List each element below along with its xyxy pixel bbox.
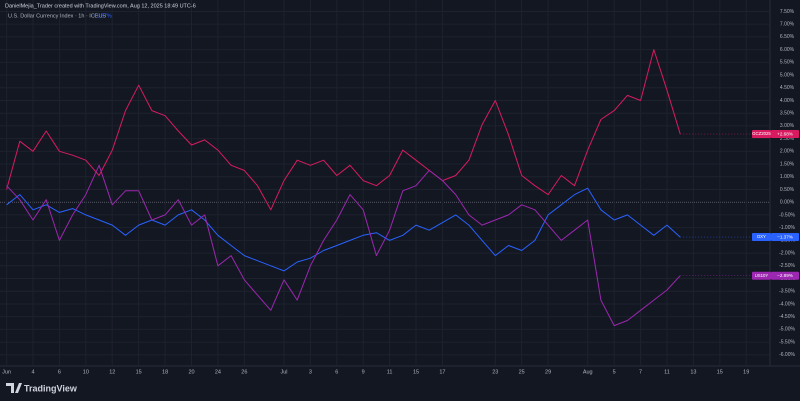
y-tick-label: 5.50% — [780, 60, 795, 66]
x-tick-label: 23 — [492, 369, 498, 375]
x-tick-label: 29 — [545, 369, 551, 375]
logo: TradingView — [6, 383, 78, 393]
y-tick-label: 7.50% — [780, 9, 795, 15]
x-tick-label: 15 — [136, 369, 142, 375]
x-tick-label: 20 — [188, 369, 194, 375]
x-tick-label: Jun — [2, 369, 11, 375]
y-tick-label: 3.50% — [780, 111, 795, 117]
y-tick-label: 0.00% — [780, 200, 795, 206]
series-line — [6, 164, 681, 327]
x-tick-label: 15 — [717, 369, 723, 375]
x-tick-label: 5 — [613, 369, 616, 375]
value-pill — [771, 271, 799, 280]
x-tick-label: 3 — [309, 369, 312, 375]
x-tick-label: Jul — [280, 369, 287, 375]
y-tick-label: -3.50% — [779, 289, 795, 295]
y-tick-label: 0.50% — [780, 187, 795, 193]
x-tick-label: 17 — [439, 369, 445, 375]
value-pill — [771, 233, 799, 242]
y-tick-label: -5.50% — [779, 339, 795, 345]
name-pill — [752, 271, 771, 280]
y-tick-label: -5.00% — [779, 327, 795, 333]
y-tick-label: 4.50% — [780, 85, 795, 91]
x-tick-label: 18 — [162, 369, 168, 375]
series-line — [6, 187, 681, 272]
y-tick-label: 5.00% — [780, 72, 795, 78]
y-tick-label: -0.50% — [779, 212, 795, 218]
x-tick-label: 9 — [362, 369, 365, 375]
value-pill — [771, 130, 799, 139]
x-tick-label: 7 — [639, 369, 642, 375]
y-tick-label: -4.50% — [779, 314, 795, 320]
chart-subtitle: U.S. Dollar Currency Index · 1h · ICEUS — [8, 13, 106, 19]
y-tick-label: -2.00% — [779, 250, 795, 256]
series-name: US10Y — [755, 273, 769, 278]
y-tick-label: -2.50% — [779, 263, 795, 269]
y-tick-label: 2.50% — [780, 136, 795, 142]
x-tick-label: 25 — [519, 369, 525, 375]
x-tick-label: 6 — [335, 369, 338, 375]
x-tick-label: 10 — [83, 369, 89, 375]
series-end-label: +2.68% — [777, 131, 793, 136]
y-tick-label: 7.00% — [780, 21, 795, 27]
x-tick-label: 6 — [58, 369, 61, 375]
plot-area — [0, 0, 770, 365]
x-tick-label: 19 — [743, 369, 749, 375]
name-pill — [752, 130, 771, 139]
x-tick-label: 4 — [31, 369, 34, 375]
y-tick-label: 1.00% — [780, 174, 795, 180]
y-tick-label: -1.00% — [779, 225, 795, 231]
series-end-label: −2.89% — [777, 273, 793, 278]
x-tick-label: 12 — [109, 369, 115, 375]
y-tick-label: 1.50% — [780, 161, 795, 167]
y-tick-label: 4.00% — [780, 98, 795, 104]
series-line — [6, 49, 681, 211]
name-pill — [752, 233, 771, 242]
x-tick-label: 15 — [413, 369, 419, 375]
series-end-label: −1.37% — [777, 234, 793, 239]
logo-icon — [6, 383, 22, 393]
y-tick-label: -6.00% — [779, 352, 795, 358]
y-tick-label: 6.00% — [780, 47, 795, 53]
series-name: DXY — [757, 234, 766, 239]
series-name: GCZ2025 — [752, 131, 771, 136]
x-tick-label: 26 — [241, 369, 247, 375]
x-tick-label: 11 — [387, 369, 393, 375]
x-tick-label: Aug — [583, 369, 593, 375]
y-tick-label: 3.00% — [780, 123, 795, 129]
x-tick-label: 24 — [215, 369, 221, 375]
y-tick-label: 6.50% — [780, 34, 795, 40]
watermark: TradingView — [24, 383, 78, 393]
chart-title: DanielMejia_Trader created with TradingV… — [5, 3, 196, 9]
subtitle-change: −1.37% — [93, 13, 112, 19]
x-tick-label: 13 — [690, 369, 696, 375]
y-tick-label: 2.00% — [780, 149, 795, 155]
y-tick-label: -4.00% — [779, 301, 795, 307]
x-tick-label: 11 — [664, 369, 670, 375]
